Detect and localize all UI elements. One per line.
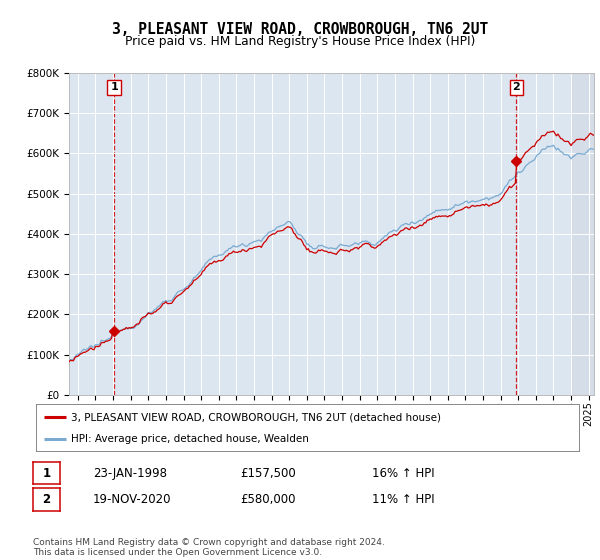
Text: £580,000: £580,000 bbox=[240, 493, 296, 506]
Text: 2: 2 bbox=[43, 493, 50, 506]
Text: 2: 2 bbox=[512, 82, 520, 92]
Text: Contains HM Land Registry data © Crown copyright and database right 2024.
This d: Contains HM Land Registry data © Crown c… bbox=[33, 538, 385, 557]
Text: 1: 1 bbox=[110, 82, 118, 92]
Text: 11% ↑ HPI: 11% ↑ HPI bbox=[372, 493, 434, 506]
Text: 19-NOV-2020: 19-NOV-2020 bbox=[93, 493, 172, 506]
Text: 1: 1 bbox=[43, 466, 50, 480]
Text: 16% ↑ HPI: 16% ↑ HPI bbox=[372, 466, 434, 480]
Bar bbox=[571, 73, 594, 395]
Text: Price paid vs. HM Land Registry's House Price Index (HPI): Price paid vs. HM Land Registry's House … bbox=[125, 35, 475, 48]
Text: £157,500: £157,500 bbox=[240, 466, 296, 480]
Text: 23-JAN-1998: 23-JAN-1998 bbox=[93, 466, 167, 480]
Text: 3, PLEASANT VIEW ROAD, CROWBOROUGH, TN6 2UT: 3, PLEASANT VIEW ROAD, CROWBOROUGH, TN6 … bbox=[112, 22, 488, 38]
Text: 3, PLEASANT VIEW ROAD, CROWBOROUGH, TN6 2UT (detached house): 3, PLEASANT VIEW ROAD, CROWBOROUGH, TN6 … bbox=[71, 412, 441, 422]
Text: HPI: Average price, detached house, Wealden: HPI: Average price, detached house, Weal… bbox=[71, 434, 309, 444]
